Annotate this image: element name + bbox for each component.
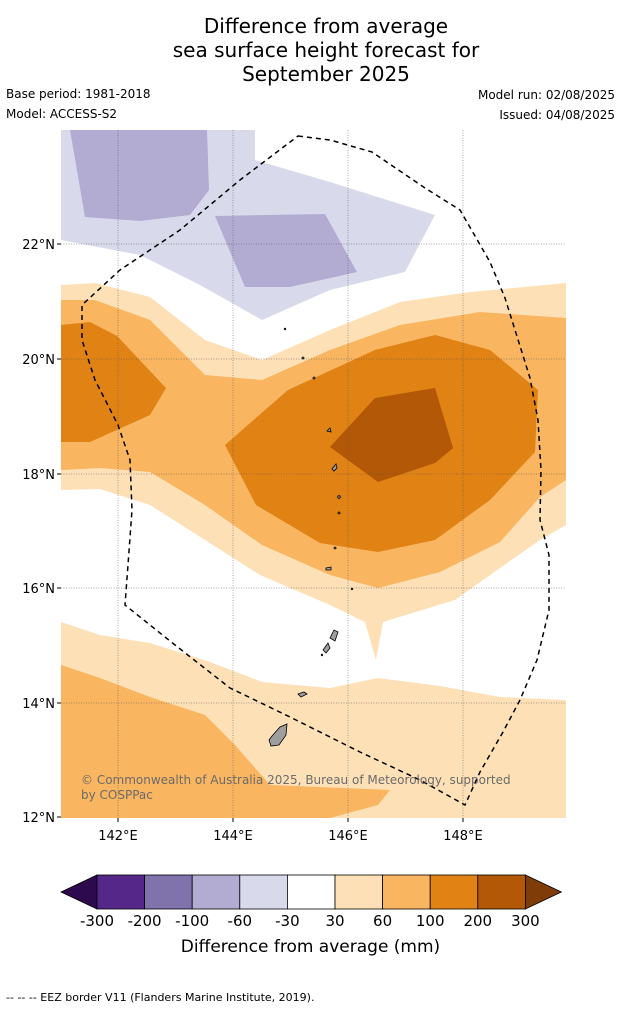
- map-gridlines: [61, 130, 566, 818]
- lat-label-16: 16°N: [22, 582, 55, 597]
- colorbar-title: Difference from average (mm): [180, 937, 441, 957]
- contour-neg-60-center: [215, 214, 357, 287]
- colorbar-cell: [334, 874, 383, 910]
- island-saipan: [329, 629, 339, 642]
- copyright-credit: © Commonwealth of Australia 2025, Bureau…: [81, 773, 511, 802]
- island-rota: [297, 691, 308, 698]
- colorbar-extension-high: [525, 874, 563, 910]
- islands: [268, 327, 354, 747]
- colorbar-extension-low: [60, 874, 98, 910]
- issued-date: Issued: 04/08/2025: [499, 108, 615, 122]
- contour-pos-60-lower: [61, 665, 390, 818]
- map-plot-area: [61, 130, 566, 818]
- base-period: Base period: 1981-2018: [6, 87, 151, 101]
- colorbar-cell: [191, 874, 241, 910]
- title-line-1: Difference from average: [203, 14, 449, 38]
- lat-label-12: 12°N: [22, 811, 55, 826]
- lon-label-146: 146°E: [328, 829, 368, 844]
- colorbar-label: -30: [275, 912, 300, 930]
- title-line-2: sea surface height forecast for: [172, 38, 480, 62]
- island-guam: [268, 723, 288, 747]
- lon-label-142: 142°E: [98, 829, 138, 844]
- chart-title: Difference from average sea surface heig…: [0, 14, 621, 86]
- colorbar-cell: [477, 874, 526, 910]
- contour-pos-100-west: [61, 322, 166, 442]
- lat-label-22: 22°N: [22, 238, 55, 253]
- lat-label-14: 14°N: [22, 697, 55, 712]
- colorbar-cell: [382, 874, 431, 910]
- eez-border: [81, 135, 550, 807]
- lon-axis: 142°E 144°E 146°E 148°E: [98, 818, 483, 844]
- contour-pos-200: [330, 388, 453, 482]
- island-anatahan: [325, 566, 332, 571]
- island-agrihan: [326, 427, 332, 433]
- lon-label-144: 144°E: [213, 829, 253, 844]
- colorbar-cell: [96, 874, 145, 910]
- colorbar-label: 30: [325, 912, 345, 930]
- colorbar-label: 200: [463, 912, 493, 930]
- lat-label-18: 18°N: [22, 468, 55, 483]
- island-tinian: [322, 642, 331, 654]
- colorbar-cell: [239, 874, 288, 910]
- colorbar-cell: [286, 874, 336, 910]
- model-run-date: Model run: 02/08/2025: [477, 88, 615, 102]
- colorbar-label: -300: [79, 912, 115, 930]
- colorbar-cell: [429, 874, 479, 910]
- colorbar: [60, 874, 563, 910]
- colorbar-label: -200: [127, 912, 162, 930]
- lat-axis: 22°N 20°N 18°N 16°N 14°N 12°N: [22, 238, 61, 826]
- island-pagan: [331, 463, 338, 472]
- lat-label-20: 20°N: [22, 353, 55, 368]
- colorbar-label: -60: [227, 912, 253, 930]
- colorbar-label: 300: [511, 912, 540, 930]
- lon-label-148: 148°E: [443, 829, 483, 844]
- contour-neg-60-west: [70, 130, 209, 221]
- model-name: Model: ACCESS-S2: [6, 107, 118, 121]
- title-line-3: September 2025: [242, 62, 410, 86]
- colorbar-label: 100: [415, 912, 445, 930]
- colorbar-cell: [144, 874, 193, 910]
- eez-footnote: -- -- -- EEZ border V11 (Flanders Marine…: [6, 991, 315, 1004]
- colorbar-label: 60: [373, 912, 393, 930]
- colorbar-label: -100: [175, 912, 210, 930]
